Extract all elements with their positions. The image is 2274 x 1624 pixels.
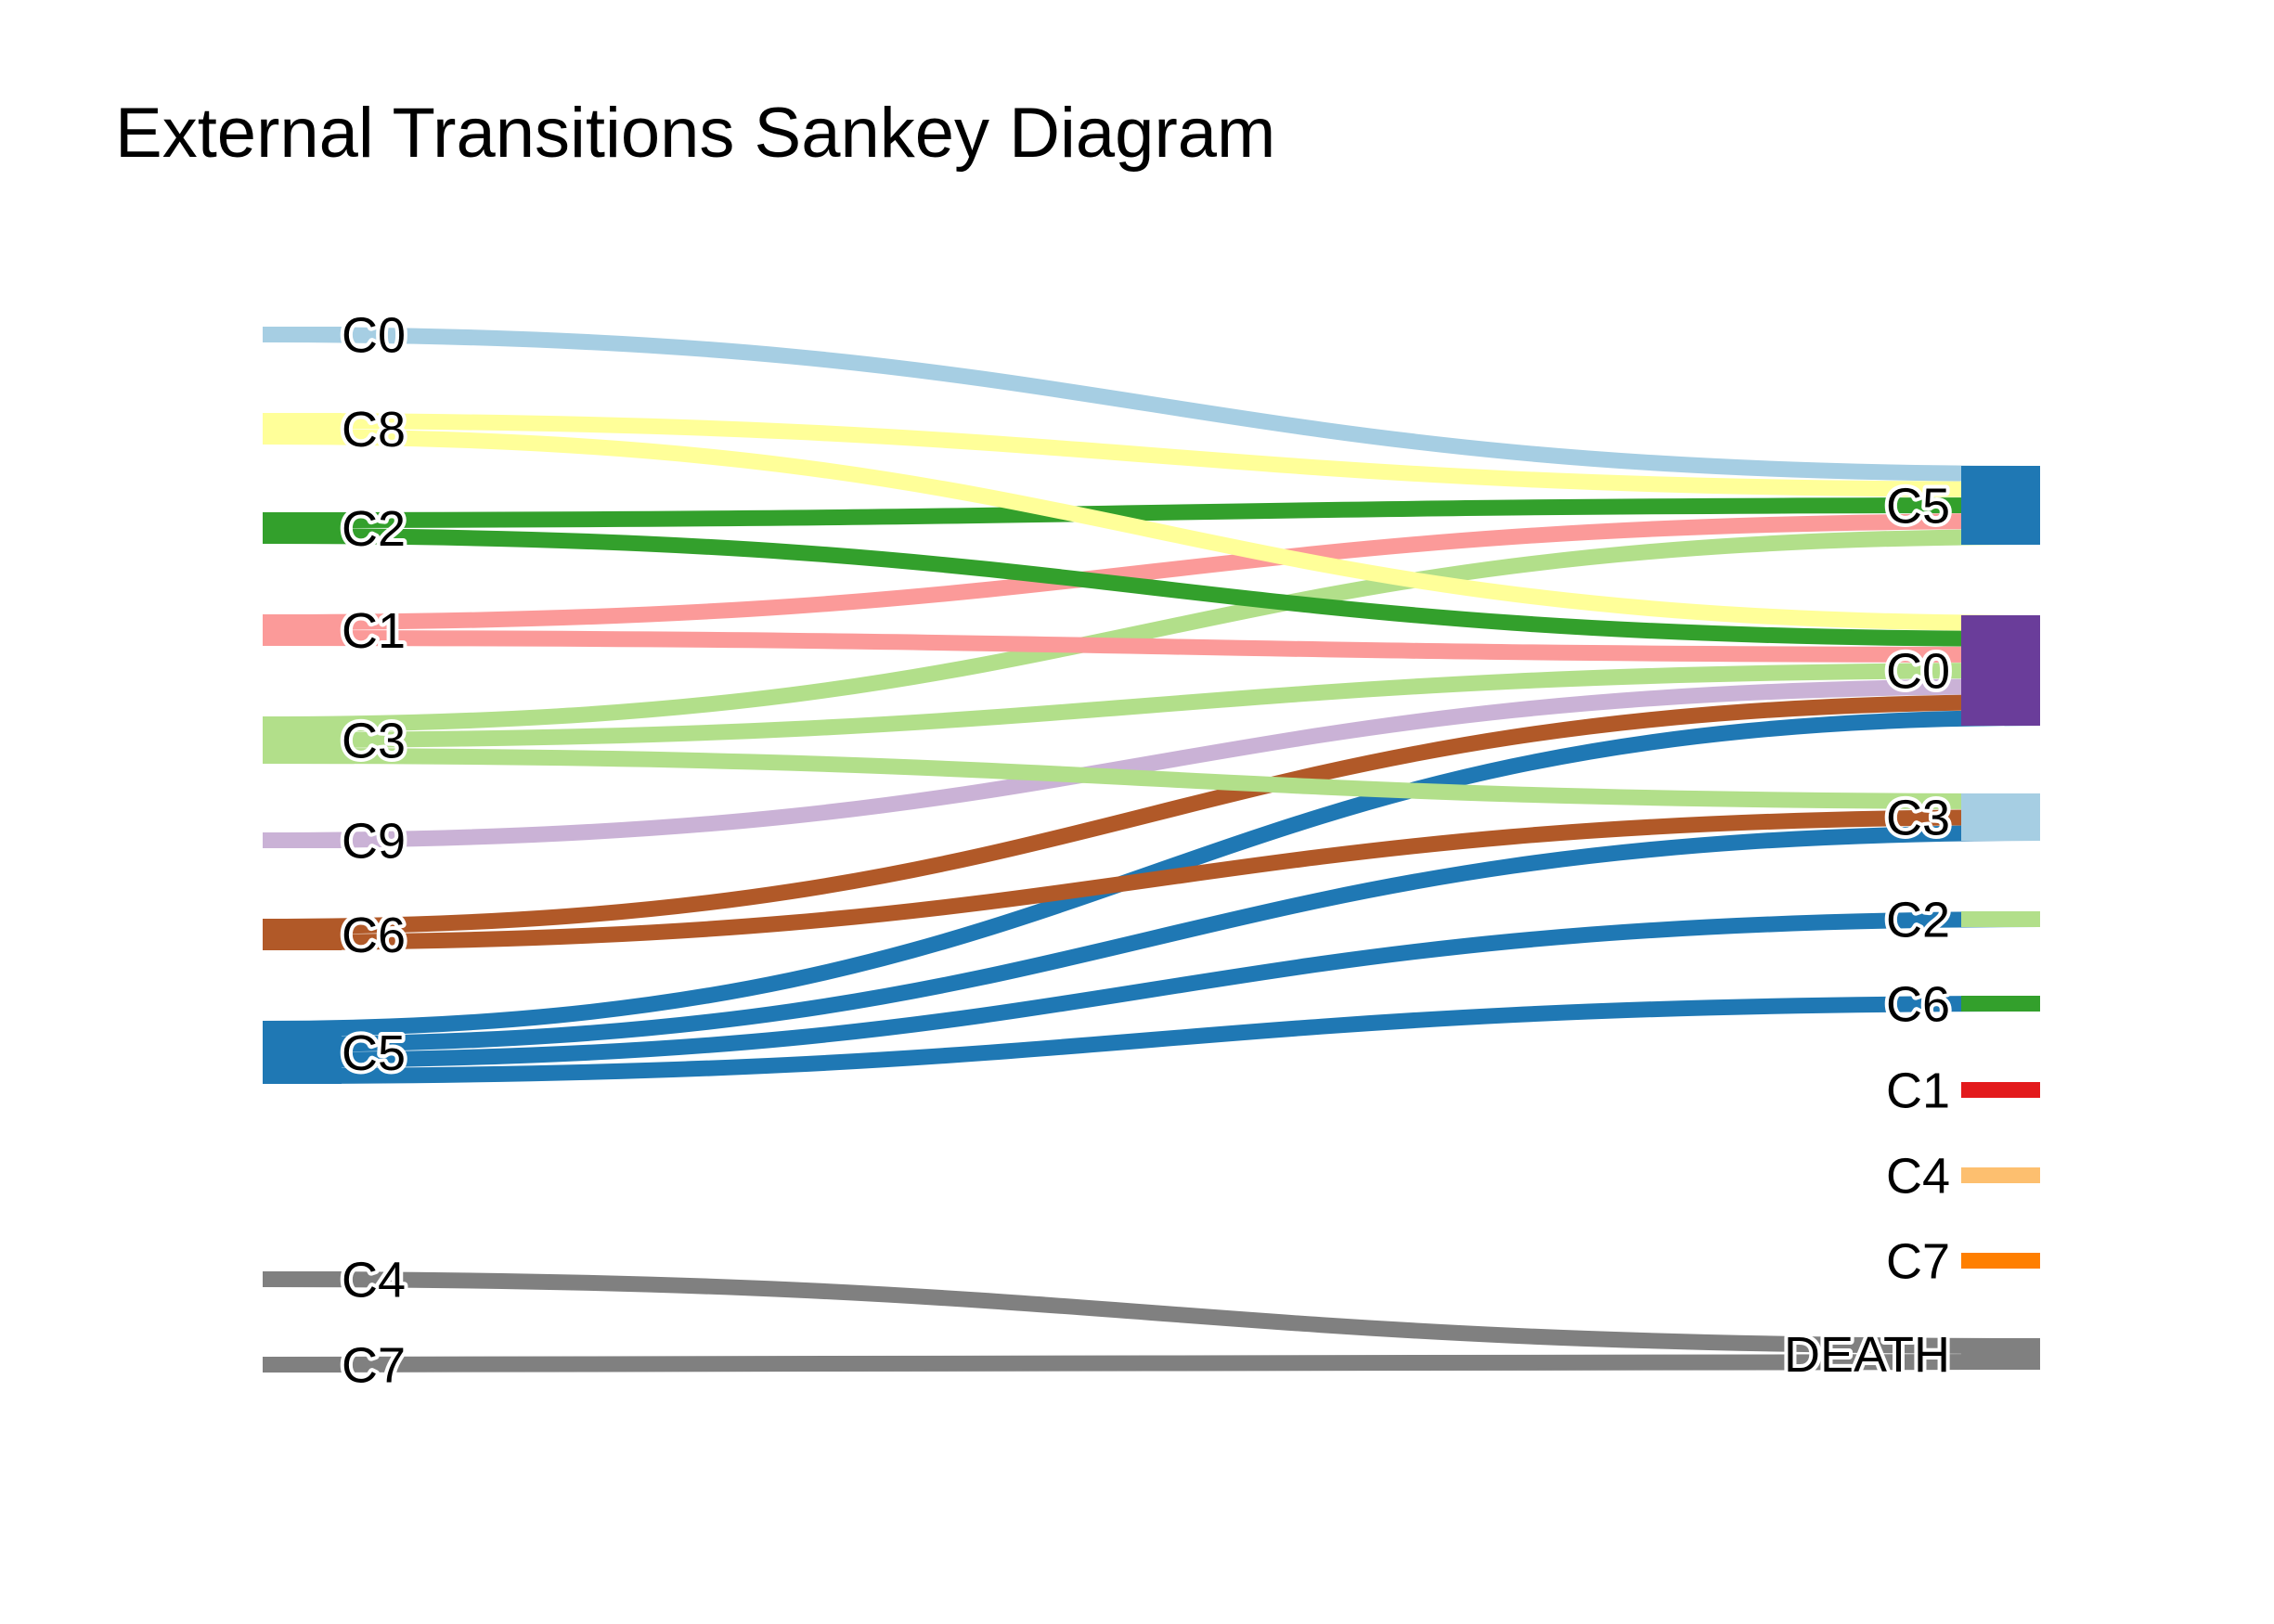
- source-label-c5: C5: [342, 1025, 406, 1081]
- source-node-c4[interactable]: [263, 1271, 342, 1287]
- target-label-c3: C3: [1886, 791, 1950, 846]
- link-c9-to-c0[interactable]: [262, 678, 2041, 848]
- target-node-death[interactable]: [1961, 1338, 2040, 1370]
- source-label-c7: C7: [342, 1338, 406, 1394]
- link-c4-to-death[interactable]: [262, 1271, 2041, 1354]
- target-node-c6[interactable]: [1961, 996, 2040, 1012]
- link-c1-to-c5[interactable]: [262, 513, 2041, 630]
- target-label-c2: C2: [1886, 893, 1950, 948]
- source-node-c2[interactable]: [263, 512, 342, 544]
- link-c3-to-c0[interactable]: [262, 663, 2041, 748]
- source-node-c8[interactable]: [263, 413, 342, 445]
- source-label-c1: C1: [342, 603, 406, 659]
- target-node-c2[interactable]: [1961, 911, 2040, 927]
- source-node-c1[interactable]: [263, 614, 342, 646]
- target-node-c5[interactable]: [1961, 466, 2040, 545]
- link-c8-to-c0[interactable]: [262, 429, 2041, 631]
- target-node-c3[interactable]: [1961, 793, 2040, 841]
- links-layer: [262, 327, 2041, 1373]
- source-label-c2: C2: [342, 501, 406, 557]
- source-node-c7[interactable]: [263, 1357, 342, 1373]
- target-node-c1[interactable]: [1961, 1082, 2040, 1098]
- target-node-c0[interactable]: [1961, 615, 2040, 726]
- source-node-c5[interactable]: [263, 1021, 342, 1084]
- source-label-c0: C0: [342, 308, 406, 364]
- target-label-c4: C4: [1886, 1149, 1950, 1205]
- link-c5-to-c2[interactable]: [262, 911, 2041, 1068]
- source-node-c9[interactable]: [263, 832, 342, 848]
- link-c2-to-c0[interactable]: [262, 528, 2041, 647]
- source-label-c8: C8: [342, 402, 406, 458]
- labels-layer: C0 C8 C2 C1 C3 C9 C6 C5 C4 C7 C5 C0 C3 C2 C6 C1 C4 C7 DEAT…: [338, 304, 1954, 1398]
- source-label-c4: C4: [342, 1253, 406, 1308]
- link-c6-to-c3[interactable]: [262, 809, 2041, 950]
- link-c3-to-c3[interactable]: [262, 748, 2041, 809]
- link-c8-to-c5[interactable]: [262, 413, 2041, 497]
- link-c6-to-c0[interactable]: [262, 694, 2041, 934]
- source-node-c6[interactable]: [263, 919, 342, 950]
- target-label-c1: C1: [1886, 1063, 1950, 1119]
- target-node-c4[interactable]: [1961, 1167, 2040, 1183]
- link-c3-to-c5[interactable]: [262, 529, 2041, 732]
- link-c0-to-c5[interactable]: [262, 327, 2041, 482]
- target-label-death: DEATH: [1784, 1327, 1950, 1383]
- source-node-c0[interactable]: [263, 327, 342, 342]
- link-c5-to-c6[interactable]: [262, 996, 2041, 1084]
- target-label-c7: C7: [1886, 1234, 1950, 1290]
- link-c1-to-c0[interactable]: [262, 630, 2041, 663]
- source-label-c9: C9: [342, 814, 406, 870]
- link-c5-to-c3[interactable]: [262, 825, 2041, 1052]
- target-label-c5: C5: [1886, 479, 1950, 535]
- chart-title: External Transitions Sankey Diagram: [115, 94, 1276, 173]
- target-label-c0: C0: [1886, 644, 1950, 700]
- source-node-c3[interactable]: [263, 716, 342, 764]
- link-c2-to-c5[interactable]: [262, 497, 2041, 528]
- link-c7-to-death[interactable]: [262, 1354, 2041, 1373]
- target-label-c6: C6: [1886, 977, 1950, 1033]
- nodes-layer: [263, 327, 2040, 1373]
- target-node-c7[interactable]: [1961, 1253, 2040, 1269]
- source-label-c3: C3: [342, 714, 406, 769]
- source-label-c6: C6: [342, 908, 406, 963]
